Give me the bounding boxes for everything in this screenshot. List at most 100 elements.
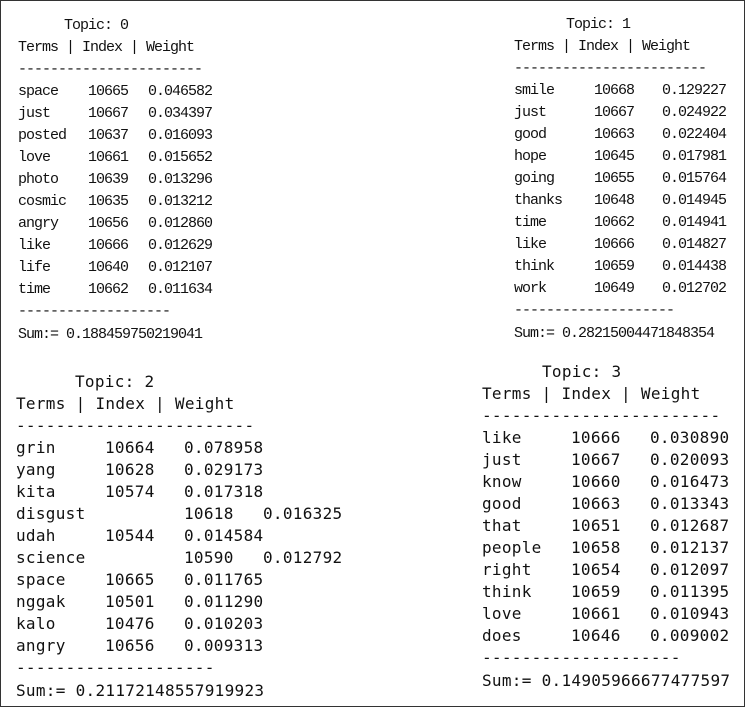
weight: 0.016093: [148, 127, 213, 144]
term: like: [482, 428, 522, 447]
index: 10663: [571, 494, 621, 513]
column-header: Terms | Index | Weight: [482, 384, 701, 403]
weight: 0.010203: [184, 614, 264, 633]
term: cosmic: [18, 193, 67, 210]
weight: 0.029173: [184, 460, 264, 479]
term: love: [18, 149, 51, 166]
weight: 0.012792: [263, 548, 343, 567]
index: 10662: [594, 214, 635, 231]
index: 10665: [105, 570, 155, 589]
weight: 0.011765: [184, 570, 264, 589]
sum-line: Sum:= 0.14905966677477597: [482, 671, 731, 690]
index: 10667: [594, 104, 635, 121]
topic-title: Topic: 1: [566, 16, 631, 33]
index: 10661: [571, 604, 621, 623]
term: work: [514, 280, 547, 297]
weight: 0.014941: [662, 214, 727, 231]
index: 10666: [594, 236, 635, 253]
divider-top: -----------------------: [18, 61, 203, 78]
weight: 0.020093: [650, 450, 730, 469]
index: 10668: [594, 82, 635, 99]
term: love: [482, 604, 522, 623]
weight: 0.129227: [662, 82, 727, 99]
term: smile: [514, 82, 555, 99]
topic-0-panel: Topic: 0 Terms | Index | Weight --------…: [18, 0, 338, 350]
index: 10476: [105, 614, 155, 633]
term: udah: [16, 526, 56, 545]
term: kita: [16, 482, 56, 501]
index: 10574: [105, 482, 155, 501]
index: 10660: [571, 472, 621, 491]
term: hope: [514, 148, 547, 165]
column-header: Terms | Index | Weight: [16, 394, 235, 413]
weight: 0.009002: [650, 626, 730, 645]
index: 10628: [105, 460, 155, 479]
weight: 0.012137: [650, 538, 730, 557]
index: 10648: [594, 192, 635, 209]
index: 10666: [571, 428, 621, 447]
index: 10659: [571, 582, 621, 601]
index: 10663: [594, 126, 635, 143]
term: think: [514, 258, 555, 275]
weight: 0.011290: [184, 592, 264, 611]
index: 10659: [594, 258, 635, 275]
weight: 0.017981: [662, 148, 727, 165]
term: does: [482, 626, 522, 645]
column-header: Terms | Index | Weight: [18, 39, 195, 56]
weight: 0.030890: [650, 428, 730, 447]
term: just: [18, 105, 51, 122]
weight: 0.015652: [148, 149, 213, 166]
term: good: [482, 494, 522, 513]
term: people: [482, 538, 542, 557]
index: 10664: [105, 438, 155, 457]
sum-line: Sum:= 0.21172148557919923: [16, 681, 265, 700]
weight: 0.013296: [148, 171, 213, 188]
index: 10640: [88, 259, 129, 276]
divider-bottom: --------------------: [16, 658, 215, 677]
index: 10655: [594, 170, 635, 187]
weight: 0.011395: [650, 582, 730, 601]
weight: 0.014945: [662, 192, 727, 209]
divider-bottom: --------------------: [514, 302, 675, 319]
term: know: [482, 472, 522, 491]
index: 10646: [571, 626, 621, 645]
index: 10645: [594, 148, 635, 165]
weight: 0.046582: [148, 83, 213, 100]
column-header: Terms | Index | Weight: [514, 38, 691, 55]
term: grin: [16, 438, 56, 457]
term: kalo: [16, 614, 56, 633]
term: angry: [18, 215, 59, 232]
index: 10661: [88, 149, 129, 166]
term: going: [514, 170, 555, 187]
topic-1-panel: Topic: 1 Terms | Index | Weight --------…: [514, 0, 742, 350]
weight: 0.013343: [650, 494, 730, 513]
index: 10666: [88, 237, 129, 254]
weight: 0.014584: [184, 526, 264, 545]
index: 10656: [88, 215, 129, 232]
weight: 0.014827: [662, 236, 727, 253]
index: 10667: [571, 450, 621, 469]
term: yang: [16, 460, 56, 479]
index: 10654: [571, 560, 621, 579]
weight: 0.024922: [662, 104, 727, 121]
term: posted: [18, 127, 67, 144]
sum-line: Sum:= 0.28215004471848354: [514, 325, 715, 342]
term: like: [18, 237, 51, 254]
topic-title: Topic: 2: [75, 372, 155, 391]
index: 10656: [105, 636, 155, 655]
term: think: [482, 582, 532, 601]
term: that: [482, 516, 522, 535]
index: 10667: [88, 105, 129, 122]
index: 10662: [88, 281, 129, 298]
weight: 0.014438: [662, 258, 727, 275]
divider-bottom: -------------------: [18, 303, 171, 320]
weight: 0.010943: [650, 604, 730, 623]
weight: 0.013212: [148, 193, 213, 210]
index: 10618: [184, 504, 234, 523]
sum-line: Sum:= 0.188459750219041: [18, 326, 203, 343]
divider-top: ------------------------: [514, 60, 707, 77]
topic-title: Topic: 3: [542, 362, 622, 381]
weight: 0.011634: [148, 281, 213, 298]
term: space: [18, 83, 59, 100]
